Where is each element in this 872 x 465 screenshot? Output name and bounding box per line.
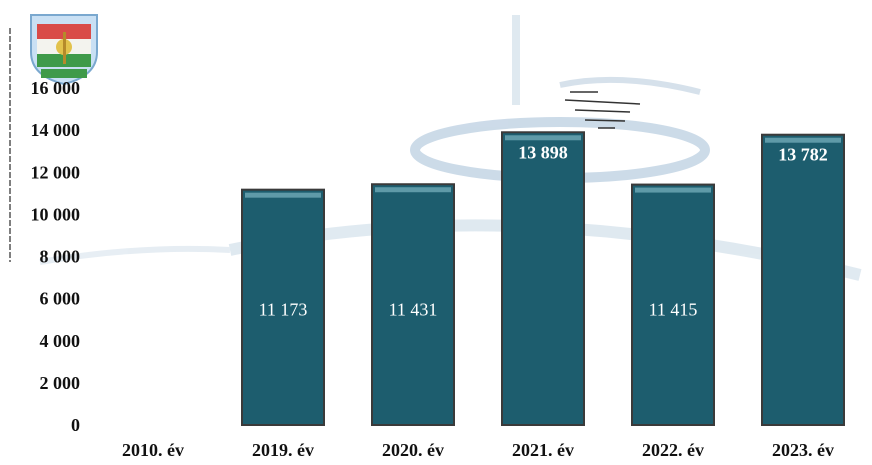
y-tick-label: 12 000 <box>31 162 81 182</box>
x-tick-label: 2010. év <box>122 440 184 460</box>
x-tick-label: 2021. év <box>512 440 574 460</box>
bar-value-label: 13 898 <box>518 142 568 162</box>
scan-artifact-lines <box>564 91 641 129</box>
y-tick-label: 6 000 <box>40 289 81 309</box>
bar-highlight <box>245 192 321 198</box>
y-tick-label: 14 000 <box>31 120 81 140</box>
bar-highlight <box>635 187 711 193</box>
x-tick-label: 2022. év <box>642 440 704 460</box>
bar <box>631 183 715 426</box>
bar-value-label: 13 782 <box>778 145 828 165</box>
x-tick-label: 2019. év <box>252 440 314 460</box>
bar-highlight <box>375 187 451 193</box>
y-tick-label: 2 000 <box>40 373 81 393</box>
bar <box>241 188 325 426</box>
y-axis: 0 2 000 4 000 6 000 8 000 10 000 12 000 14 000 1… <box>31 78 81 435</box>
bar <box>371 183 455 426</box>
x-tick-label: 2023. év <box>772 440 834 460</box>
y-tick-label: 4 000 <box>40 331 81 351</box>
bar-value-label: 11 173 <box>259 299 308 319</box>
bar <box>761 133 845 427</box>
y-tick-label: 0 <box>71 415 80 435</box>
bar-highlight <box>765 137 841 143</box>
y-tick-label: 16 000 <box>31 78 81 98</box>
bar-value-label: 11 415 <box>649 299 698 319</box>
y-tick-label: 10 000 <box>31 204 81 224</box>
x-axis: 2010. év 2019. év 2020. év 2021. év 2022. év… <box>122 440 834 460</box>
y-tick-label: 8 000 <box>40 247 81 267</box>
bar <box>501 131 585 426</box>
bar-highlight <box>505 135 581 141</box>
bar-value-label: 11 431 <box>389 299 438 319</box>
x-tick-label: 2020. év <box>382 440 444 460</box>
bars: 11 173 11 431 13 898 11 415 13 782 <box>241 131 845 427</box>
crest-emblem-icon <box>30 14 98 86</box>
